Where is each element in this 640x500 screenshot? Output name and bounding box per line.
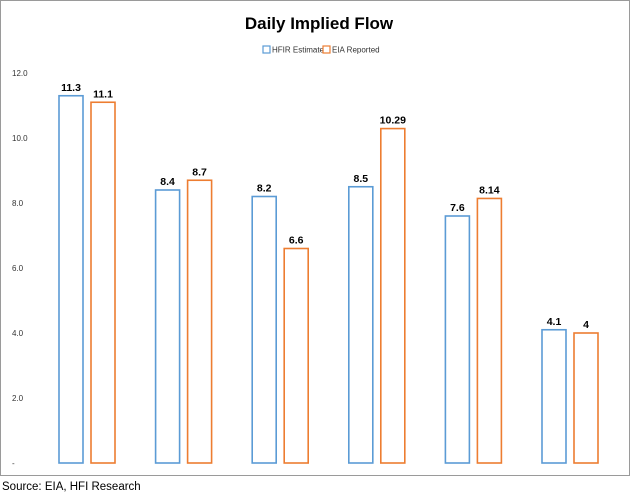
data-label-eia: 8.7 [192,166,207,178]
y-tick-label: 12.0 [12,69,28,78]
y-tick-label: 8.0 [12,199,24,208]
data-label-hfir: 11.3 [61,82,81,94]
bar-hfir-estimate [541,328,567,464]
data-label-eia: 8.14 [479,184,500,196]
y-axis: - 2.0 4.0 6.0 8.0 10.0 12.0 [12,69,28,468]
bar-eia-reported [476,197,503,464]
data-label-hfir: 8.2 [257,183,272,195]
data-label-hfir: 8.4 [160,176,175,188]
legend-swatch-eia [322,45,331,54]
data-labels-group: 11.3 8.4 8.2 8.5 7.6 4.1 11.1 8.7 6.6 10.29 8.14 4 [61,82,589,331]
bar-hfir-estimate [58,94,84,464]
y-tick-label: 6.0 [12,264,24,273]
data-label-hfir: 4.1 [547,316,562,328]
bar-eia-reported [186,179,213,464]
y-tick-label: 2.0 [12,394,24,403]
data-label-eia: 10.29 [380,115,406,127]
y-tick-label: 4.0 [12,329,24,338]
data-label-eia: 11.1 [93,88,113,100]
bar-eia-reported [573,332,599,464]
chart-title: Daily Implied Flow [245,14,394,33]
bar-hfir-estimate [154,189,181,464]
bar-eia-reported [379,127,406,464]
bar-eia-reported [90,101,116,464]
data-label-hfir: 8.5 [353,173,368,185]
legend-label-hfir: HFIR Estimate [272,46,325,55]
bar-hfir-estimate [444,215,471,464]
legend-label-eia: EIA Reported [332,46,380,55]
source-note: Source: EIA, HFI Research [2,481,141,493]
bar-eia-reported [283,247,310,464]
data-label-eia: 6.6 [289,235,304,247]
y-tick-label: - [12,459,15,468]
bar-hfir-estimate [347,185,374,464]
data-label-hfir: 7.6 [450,202,465,214]
legend-swatch-hfir [262,45,271,54]
y-tick-label: 10.0 [12,134,28,143]
bar-hfir-estimate [251,195,277,464]
chart-svg: Daily Implied Flow HFIR Estimate EIA Rep… [12,14,599,468]
chart-frame: Daily Implied Flow HFIR Estimate EIA Rep… [0,0,630,476]
data-label-eia: 4 [583,319,589,331]
bars-group [58,94,599,464]
chart-legend: HFIR Estimate EIA Reported [262,45,380,55]
